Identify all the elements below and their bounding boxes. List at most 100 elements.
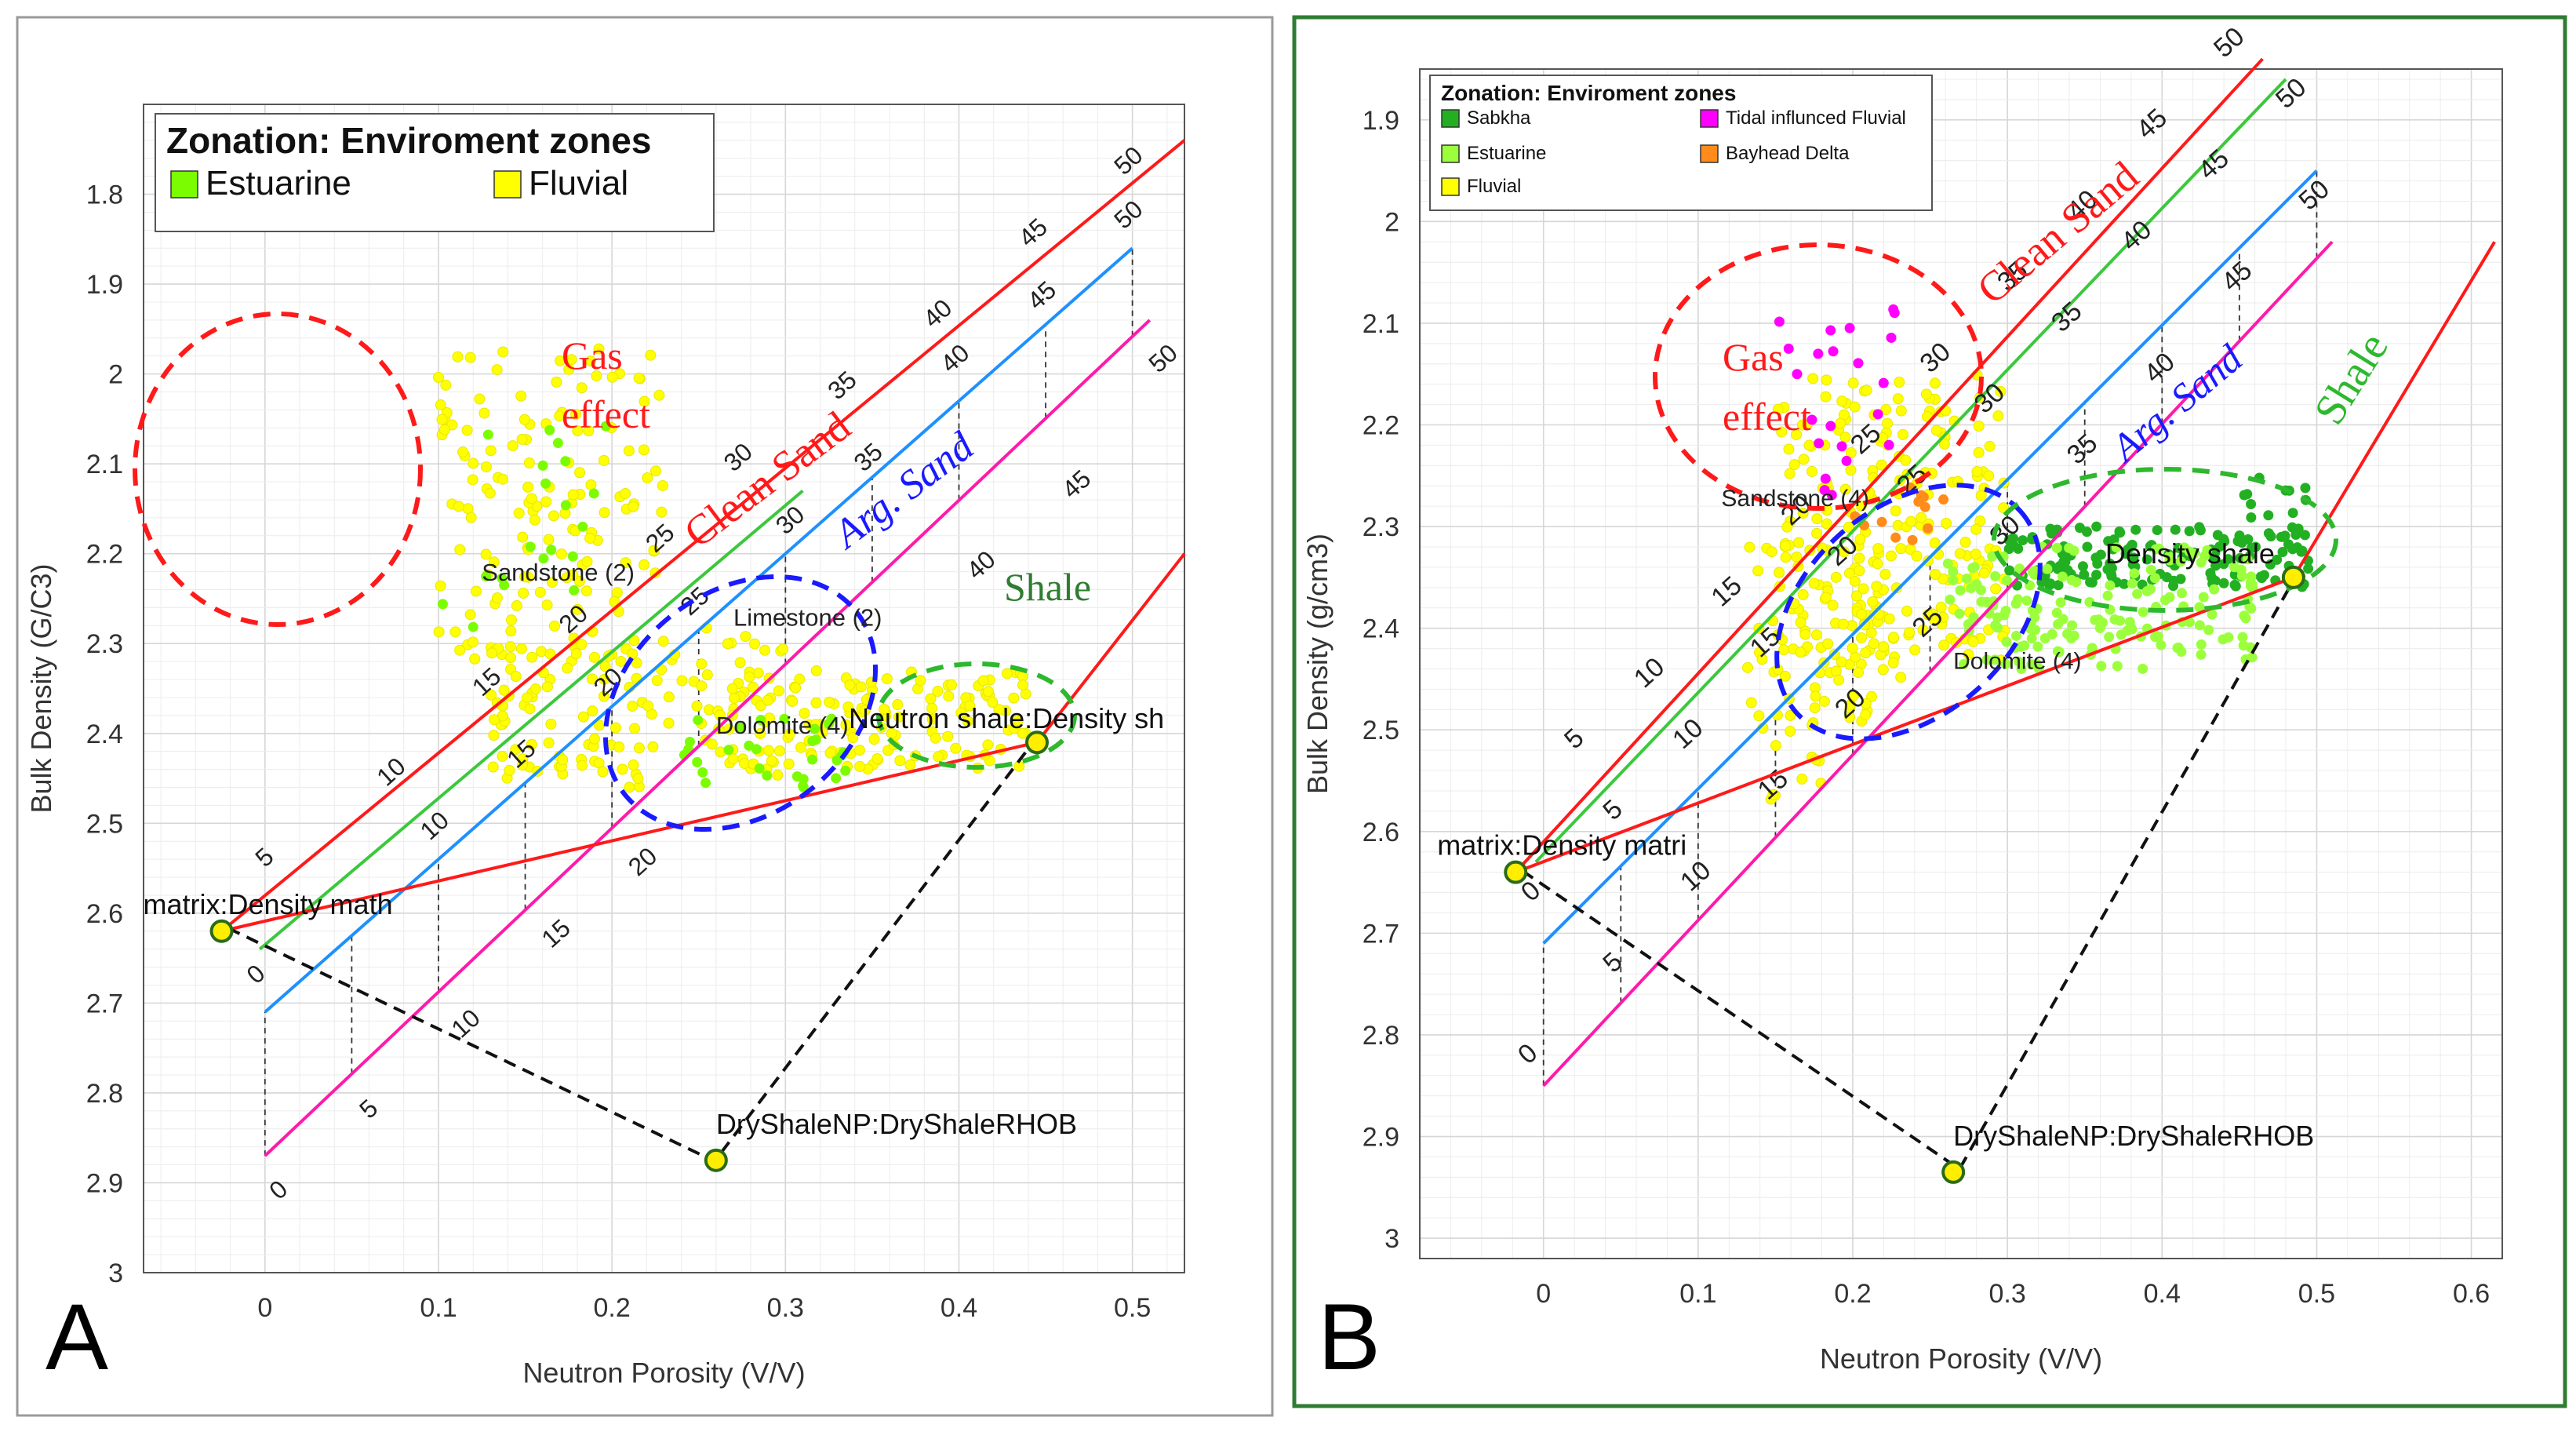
data-point-estuarine bbox=[810, 734, 821, 745]
data-point-fluvial bbox=[433, 626, 445, 638]
y-tick-label: 1.9 bbox=[86, 270, 123, 300]
data-point-fluvial bbox=[627, 701, 639, 712]
data-point-sabkha bbox=[2003, 544, 2014, 555]
data-point-fluvial bbox=[1973, 446, 1985, 458]
data-point-estuarine bbox=[831, 755, 842, 766]
data-point-fluvial bbox=[842, 701, 854, 713]
data-point-fluvial bbox=[1822, 638, 1834, 650]
data-point-tidal-influnced-fluvial bbox=[1836, 441, 1847, 452]
data-point-fluvial bbox=[598, 690, 609, 702]
data-point-fluvial bbox=[1843, 521, 1854, 533]
data-point-fluvial bbox=[1809, 702, 1821, 714]
data-point-estuarine bbox=[538, 553, 549, 564]
data-point-estuarine bbox=[2057, 571, 2068, 582]
data-point-fluvial bbox=[1847, 377, 1859, 389]
data-point-fluvial bbox=[904, 759, 916, 771]
y-tick-label: 2.4 bbox=[1363, 614, 1399, 644]
data-point-fluvial bbox=[656, 506, 668, 518]
data-point-estuarine bbox=[755, 715, 766, 726]
legend-title: Zonation: Enviroment zones bbox=[166, 120, 651, 161]
endpoint-marker bbox=[704, 1148, 728, 1172]
data-point-sabkha bbox=[2053, 580, 2064, 591]
data-point-fluvial bbox=[691, 700, 703, 712]
data-point-estuarine bbox=[2149, 573, 2160, 584]
data-point-fluvial bbox=[810, 665, 822, 676]
y-tick-label: 2.5 bbox=[1363, 716, 1399, 745]
data-point-sabkha bbox=[2091, 521, 2102, 532]
data-point-estuarine bbox=[1981, 596, 1992, 607]
data-point-fluvial bbox=[977, 675, 989, 687]
data-point-fluvial bbox=[744, 671, 755, 683]
data-point-fluvial bbox=[648, 545, 660, 556]
data-point-fluvial bbox=[1855, 632, 1867, 643]
data-point-fluvial bbox=[1930, 569, 1941, 581]
endpoint-marker bbox=[1025, 730, 1050, 755]
data-point-estuarine bbox=[2032, 641, 2043, 652]
y-tick-label: 2.2 bbox=[1363, 411, 1399, 441]
data-point-estuarine bbox=[2111, 542, 2122, 553]
data-point-fluvial bbox=[534, 586, 546, 598]
data-point-estuarine bbox=[2207, 609, 2218, 620]
data-point-estuarine bbox=[798, 781, 809, 792]
data-point-fluvial bbox=[555, 548, 567, 560]
data-point-estuarine bbox=[2104, 632, 2115, 643]
data-point-estuarine bbox=[2051, 607, 2062, 618]
data-point-fluvial bbox=[955, 707, 967, 719]
endpoint-label: Density shale bbox=[2105, 537, 2275, 570]
data-point-fluvial bbox=[628, 635, 640, 647]
legend-item-label: Fluvial bbox=[529, 164, 628, 202]
data-point-fluvial bbox=[1937, 611, 1949, 623]
y-axis-label: Bulk Density (G/C3) bbox=[25, 563, 57, 813]
data-point-estuarine bbox=[437, 599, 448, 610]
data-point-fluvial bbox=[1753, 710, 1765, 722]
data-point-fluvial bbox=[1900, 454, 1912, 466]
data-point-sabkha bbox=[2277, 547, 2288, 557]
data-point-tidal-influnced-fluvial bbox=[1841, 455, 1852, 466]
data-point-sabkha bbox=[2170, 524, 2181, 535]
data-point-estuarine bbox=[2066, 633, 2077, 644]
data-point-fluvial bbox=[696, 680, 708, 692]
data-point-estuarine bbox=[1948, 574, 1959, 585]
data-point-fluvial bbox=[620, 487, 631, 499]
data-point-fluvial bbox=[1853, 667, 1865, 679]
data-point-tidal-influnced-fluvial bbox=[1814, 438, 1825, 449]
data-point-fluvial bbox=[893, 711, 905, 723]
zone-annotation: effect bbox=[1723, 395, 1811, 439]
data-point-estuarine bbox=[2175, 556, 2186, 567]
data-point-fluvial bbox=[628, 759, 639, 771]
data-point-fluvial bbox=[551, 376, 562, 388]
data-point-estuarine bbox=[482, 429, 493, 440]
data-point-estuarine bbox=[2066, 574, 2077, 585]
data-point-estuarine bbox=[2054, 647, 2065, 658]
data-point-fluvial bbox=[773, 685, 784, 697]
data-point-fluvial bbox=[454, 644, 466, 656]
data-point-fluvial bbox=[1008, 692, 1020, 704]
data-point-fluvial bbox=[585, 479, 597, 490]
y-tick-label: 2.6 bbox=[86, 899, 123, 929]
data-point-estuarine bbox=[2029, 612, 2040, 623]
data-point-fluvial bbox=[524, 703, 536, 715]
data-point-estuarine bbox=[546, 545, 557, 556]
data-point-fluvial bbox=[1827, 599, 1839, 611]
data-point-fluvial bbox=[1797, 508, 1809, 519]
data-point-fluvial bbox=[1867, 596, 1879, 608]
y-tick-label: 3 bbox=[108, 1259, 123, 1288]
data-point-fluvial bbox=[649, 465, 661, 477]
data-point-estuarine bbox=[791, 771, 802, 782]
y-tick-label: 2.9 bbox=[1363, 1123, 1399, 1153]
data-point-fluvial bbox=[544, 648, 556, 660]
data-point-fluvial bbox=[1774, 566, 1785, 578]
data-point-fluvial bbox=[962, 716, 973, 727]
lithology-line bbox=[264, 246, 1133, 1014]
data-point-fluvial bbox=[747, 681, 759, 693]
data-point-estuarine bbox=[1948, 566, 1959, 577]
data-point-estuarine bbox=[1945, 594, 1956, 605]
data-point-fluvial bbox=[522, 692, 533, 704]
data-point-fluvial bbox=[1836, 656, 1847, 668]
data-point-tidal-influnced-fluvial bbox=[1783, 343, 1794, 354]
data-point-sabkha bbox=[2299, 530, 2310, 541]
x-tick-label: 0.2 bbox=[594, 1293, 631, 1323]
y-tick-label: 2.5 bbox=[86, 809, 123, 839]
legend-swatch bbox=[1700, 109, 1719, 128]
